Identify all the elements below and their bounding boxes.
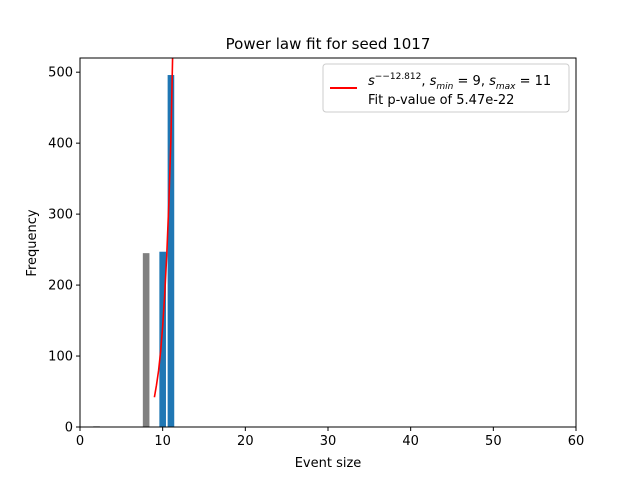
x-axis-label: Event size — [295, 456, 362, 471]
y-tick-label: 500 — [48, 66, 73, 81]
y-axis: 0 100 200 300 400 500 — [48, 66, 80, 436]
x-tick-label: 60 — [568, 434, 585, 449]
bar-fitted-11 — [167, 75, 175, 428]
y-tick-label: 0 — [65, 421, 73, 436]
x-axis: 0 10 20 30 40 50 60 — [76, 427, 584, 449]
bar-excluded-8 — [142, 253, 150, 427]
legend: s−−12.812, smin = 9, smax = 11 Fit p-val… — [322, 63, 570, 113]
y-tick-label: 400 — [48, 137, 73, 152]
x-tick-label: 20 — [237, 434, 254, 449]
fit-line-group — [153, 58, 174, 398]
y-tick-label: 200 — [48, 279, 73, 294]
y-axis-label: Frequency — [25, 209, 40, 276]
fit-line — [153, 58, 174, 398]
chart-title: Power law fit for seed 1017 — [226, 35, 431, 53]
y-tick-label: 100 — [48, 350, 73, 365]
y-tick-label: 300 — [48, 208, 73, 223]
bar-fitted-10 — [159, 251, 166, 427]
legend-p-value: Fit p-value of 5.47e-22 — [368, 93, 514, 108]
x-tick-label: 50 — [485, 434, 502, 449]
x-tick-label: 0 — [76, 434, 84, 449]
legend-fit-formula: s−−12.812, smin = 9, smax = 11 — [368, 72, 551, 92]
x-tick-label: 10 — [154, 434, 171, 449]
x-tick-label: 40 — [402, 434, 419, 449]
x-tick-label: 30 — [320, 434, 337, 449]
legend-box — [322, 63, 570, 113]
